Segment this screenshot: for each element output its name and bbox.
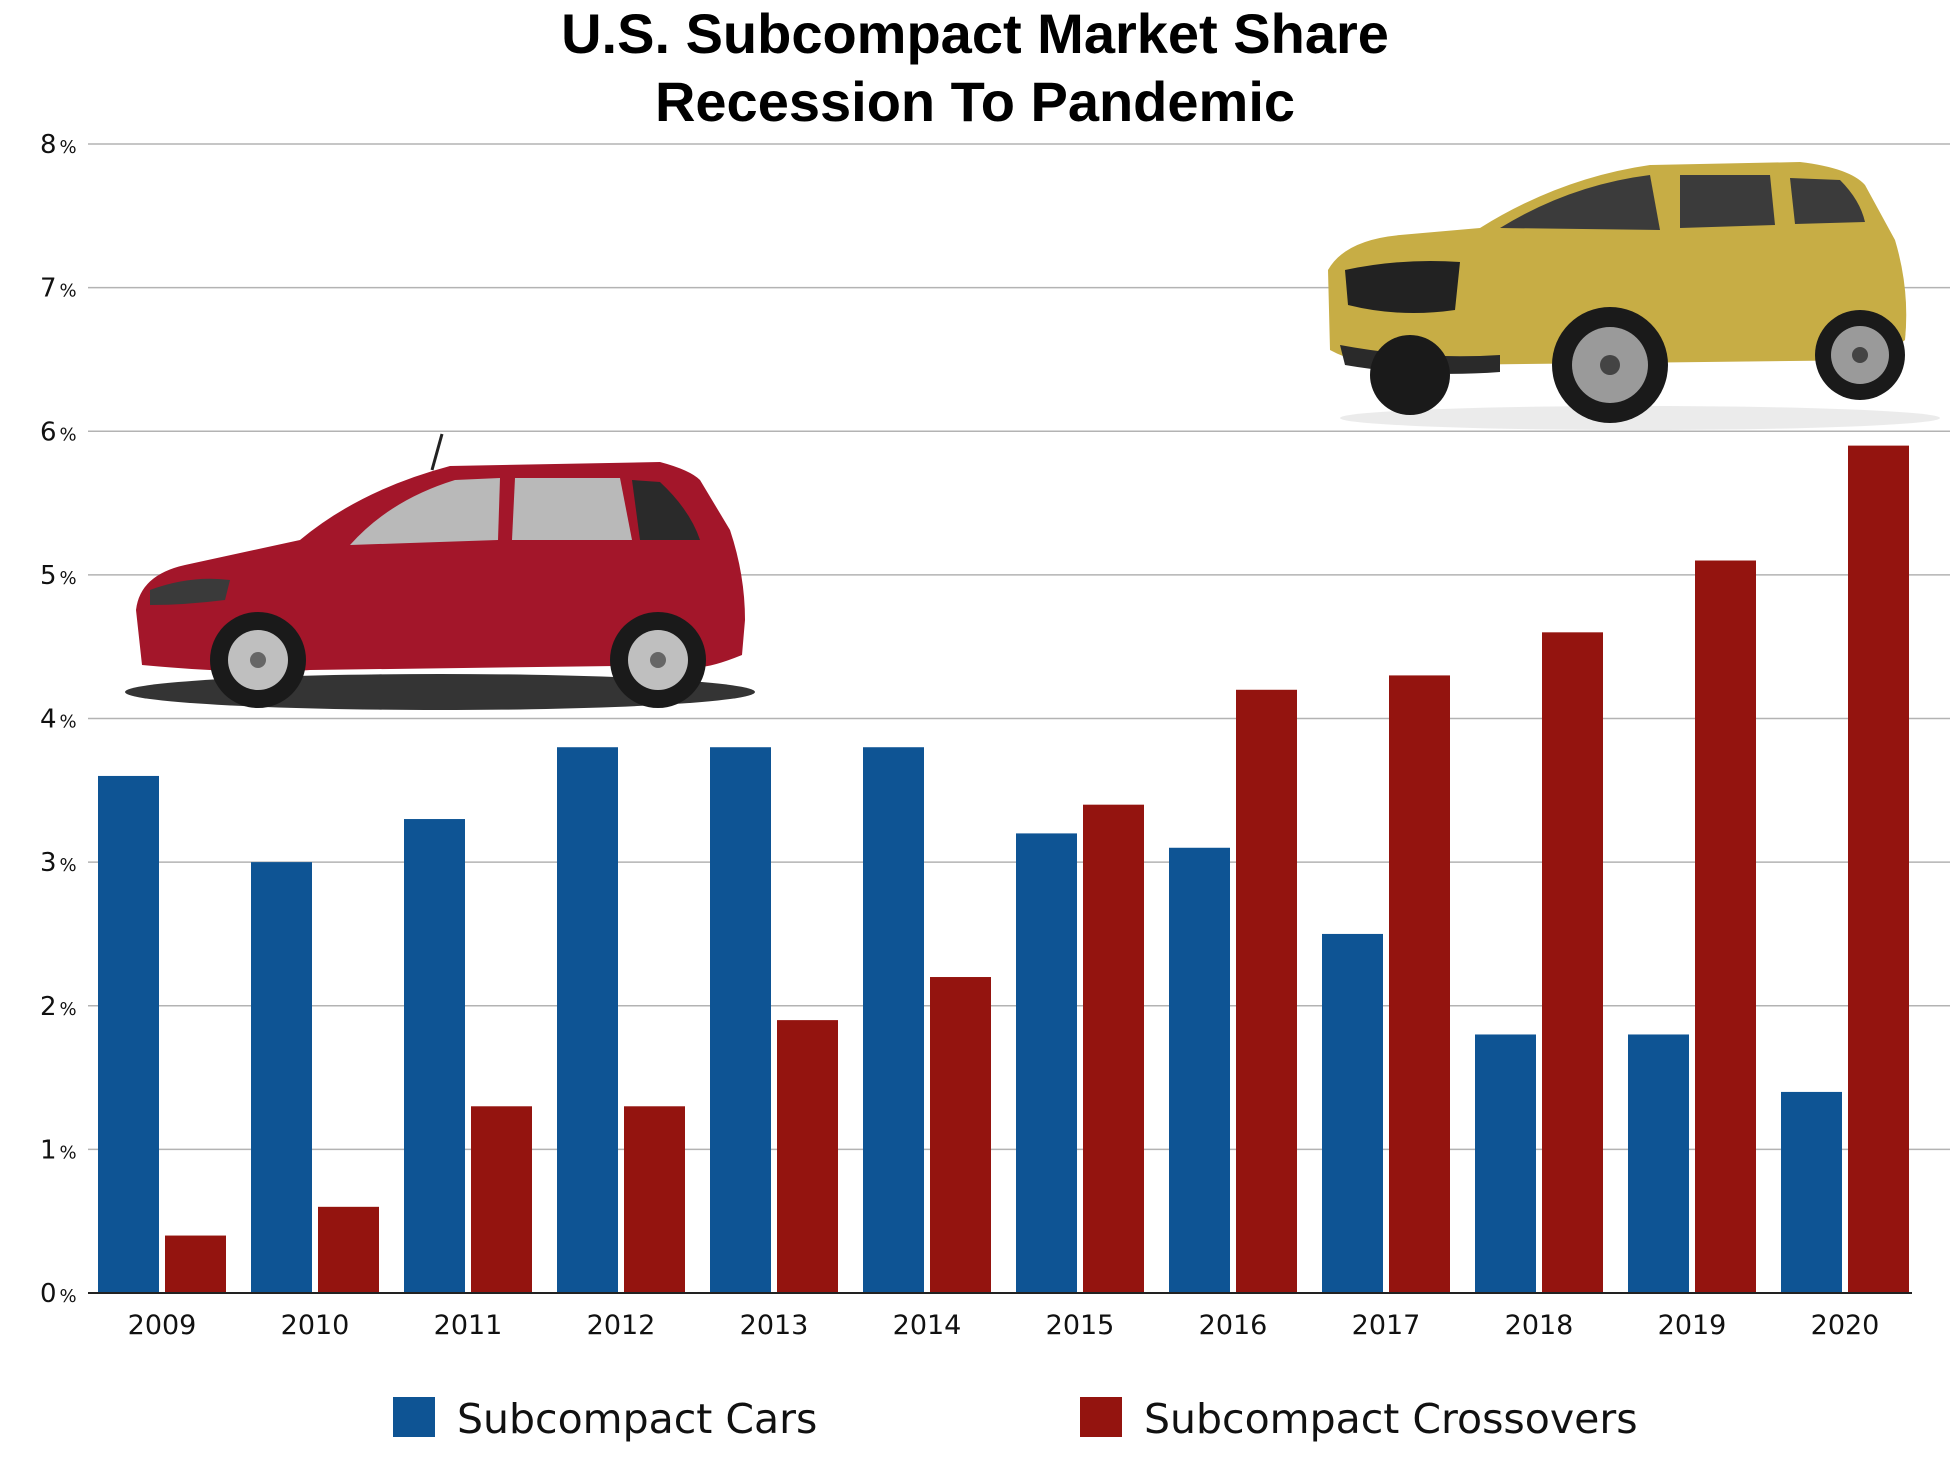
bar-crossovers-2016	[1236, 689, 1297, 1293]
bar-crossovers-2017	[1389, 675, 1450, 1293]
red-hatchback-image	[125, 433, 755, 710]
bar-cars-2014	[863, 747, 924, 1293]
bar-crossovers-2013	[777, 1020, 838, 1293]
legend-label-cars: Subcompact Cars	[457, 1395, 817, 1443]
legend-swatch-crossovers	[1080, 1397, 1122, 1437]
x-tick-label: 2009	[128, 1310, 197, 1341]
bar-crossovers-2018	[1542, 632, 1603, 1293]
bar-crossovers-2014	[930, 977, 991, 1293]
bar-cars-2016	[1169, 847, 1230, 1293]
x-tick-label: 2020	[1811, 1310, 1880, 1341]
bar-cars-2013	[710, 747, 771, 1293]
x-tick-label: 2017	[1352, 1310, 1421, 1341]
bar-crossovers-2019	[1695, 560, 1756, 1293]
bar-cars-2017	[1322, 933, 1383, 1293]
legend-item-cars: Subcompact Cars	[393, 1395, 817, 1443]
y-tick-label: 3%	[40, 848, 77, 878]
bar-cars-2010	[251, 862, 312, 1293]
y-tick-label: 7%	[40, 274, 77, 304]
bar-cars-2011	[404, 819, 465, 1293]
bar-cars-2018	[1475, 1034, 1536, 1293]
y-tick-label: 6%	[40, 417, 77, 447]
y-tick-label: 2%	[40, 992, 77, 1022]
y-axis-ticks: 0 % 1 % 2 % 3 % 4 % 5 % 6 % 7 % 8%	[40, 130, 77, 1309]
x-tick-label: 2012	[587, 1310, 656, 1341]
bar-cars-2019	[1628, 1034, 1689, 1293]
legend: Subcompact Cars Subcompact Crossovers	[393, 1395, 1638, 1443]
bar-cars-2020	[1781, 1091, 1842, 1293]
x-tick-label: 2010	[281, 1310, 350, 1341]
bars	[98, 445, 1909, 1293]
legend-swatch-cars	[393, 1397, 435, 1437]
bar-crossovers-2020	[1848, 445, 1909, 1293]
y-tick-label: 8%	[40, 130, 77, 160]
bar-crossovers-2010	[318, 1206, 379, 1293]
bar-crossovers-2009	[165, 1235, 226, 1293]
chart-subtitle: Recession To Pandemic	[654, 70, 1296, 133]
bar-cars-2012	[557, 747, 618, 1293]
chart-title: U.S. Subcompact Market Share	[561, 2, 1389, 65]
bar-cars-2009	[98, 775, 159, 1293]
bar-cars-2015	[1016, 833, 1077, 1293]
bar-crossovers-2011	[471, 1106, 532, 1293]
legend-item-crossovers: Subcompact Crossovers	[1080, 1395, 1638, 1443]
y-tick-label: 4%	[40, 705, 77, 735]
bar-crossovers-2012	[624, 1106, 685, 1293]
yellow-suv-image	[1328, 162, 1940, 430]
x-axis-ticks: 2009 2010 2011 2012 2013 2014 2015 2016 2017 2018…	[128, 1310, 1880, 1341]
x-tick-label: 2015	[1046, 1310, 1115, 1341]
y-tick-label: 5%	[40, 561, 77, 591]
y-tick-label: 1%	[40, 1135, 77, 1165]
x-tick-label: 2013	[740, 1310, 809, 1341]
bar-crossovers-2015	[1083, 804, 1144, 1293]
x-tick-label: 2014	[893, 1310, 962, 1341]
x-tick-label: 2016	[1199, 1310, 1268, 1341]
chart-title-block: U.S. Subcompact Market Share Recession T…	[0, 0, 1950, 136]
x-tick-label: 2018	[1505, 1310, 1574, 1341]
x-tick-label: 2019	[1658, 1310, 1727, 1341]
x-tick-label: 2011	[434, 1310, 503, 1341]
legend-label-crossovers: Subcompact Crossovers	[1144, 1395, 1638, 1443]
y-tick-label: 0%	[40, 1279, 77, 1309]
